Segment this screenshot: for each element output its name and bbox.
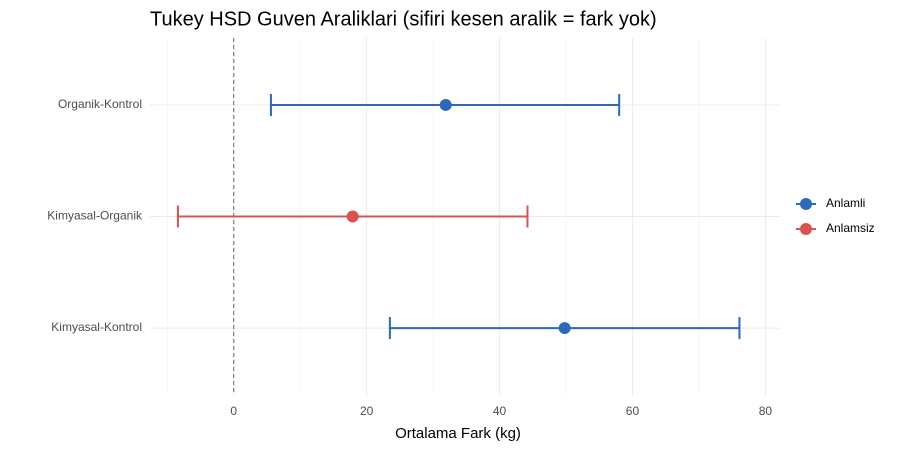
legend-label: Anlamsiz: [826, 221, 875, 235]
point: [439, 98, 452, 111]
point: [346, 210, 359, 223]
x-axis-label: Ortalama Fark (kg): [395, 425, 521, 442]
y-tick-label: Organik-Kontrol: [58, 97, 142, 111]
x-tick-label: 0: [230, 404, 237, 418]
x-tick-label: 60: [626, 404, 640, 418]
legend-label: Anlamli: [826, 196, 865, 210]
point: [558, 322, 571, 335]
y-tick-label: Kimyasal-Kontrol: [51, 320, 142, 334]
legend-marker: [800, 198, 812, 210]
y-tick-label: Kimyasal-Organik: [47, 209, 143, 223]
x-tick-label: 40: [493, 404, 507, 418]
legend-marker: [800, 223, 812, 235]
x-tick-label: 80: [759, 404, 773, 418]
x-tick-label: 20: [360, 404, 374, 418]
chart-title: Tukey HSD Guven Araliklari (sifiri kesen…: [150, 8, 657, 30]
